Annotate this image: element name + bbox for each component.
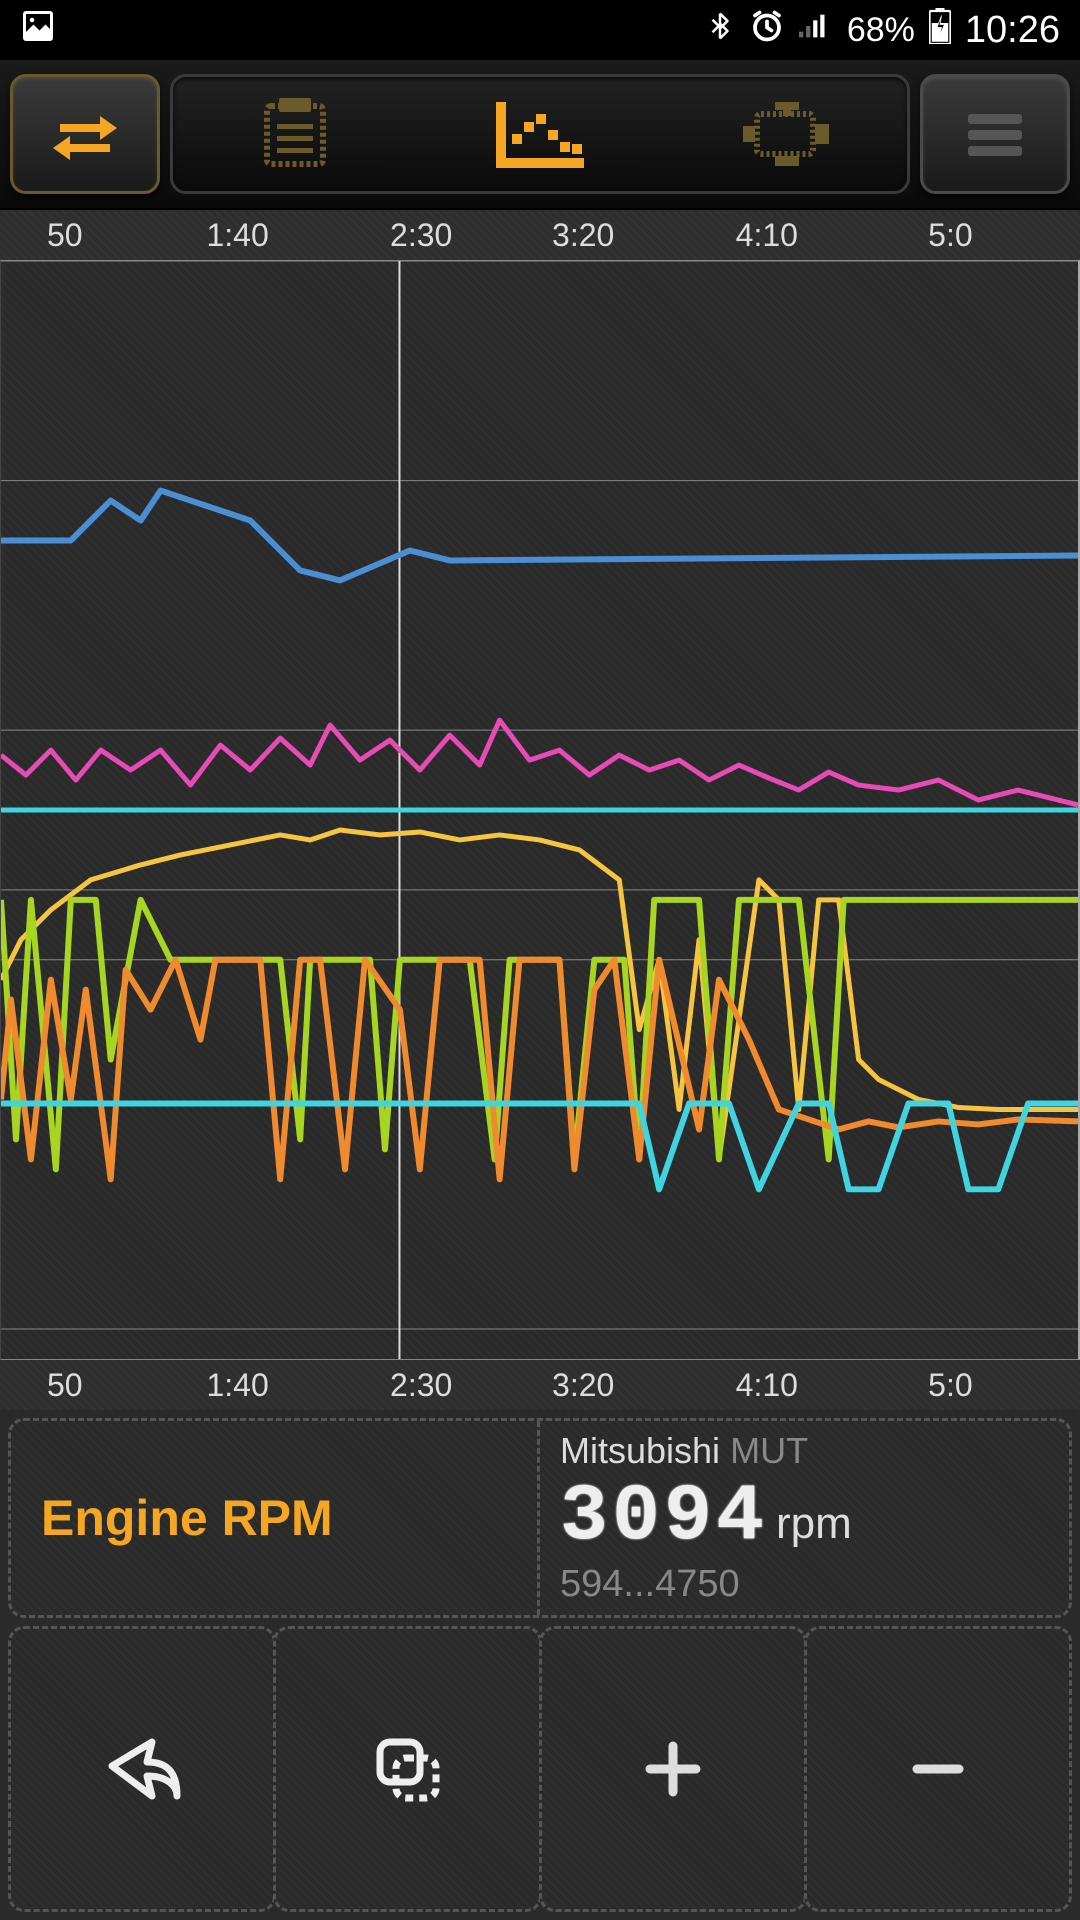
battery-charging-icon (929, 8, 951, 53)
status-bar: 68% 10:26 (0, 0, 1080, 60)
axis-tick: 3:20 (552, 217, 614, 254)
axis-bottom: 50 1:40 2:30 3:20 4:10 5:0 (0, 1360, 1080, 1410)
axis-tick: 2:30 (390, 217, 452, 254)
protocol-main: Mitsubishi (560, 1430, 720, 1471)
gallery-icon (20, 8, 56, 53)
tab-live-chart[interactable] (480, 89, 600, 179)
axis-tick: 50 (47, 217, 83, 254)
info-panel: Engine RPM Mitsubishi MUT 3094 rpm 594..… (8, 1418, 1072, 1618)
series-cyan-low (1, 1103, 1078, 1189)
alarm-icon (749, 8, 785, 53)
info-panel-right[interactable]: Mitsubishi MUT 3094 rpm 594...4750 (540, 1421, 1069, 1615)
parameter-unit: rpm (776, 1499, 852, 1549)
axis-tick: 4:10 (736, 217, 798, 254)
axis-tick: 1:40 (206, 1367, 268, 1404)
axis-tick: 3:20 (552, 1367, 614, 1404)
protocol-label: Mitsubishi MUT (560, 1430, 1049, 1472)
axis-top: 50 1:40 2:30 3:20 4:10 5:0 (0, 210, 1080, 260)
zoom-out-button[interactable] (804, 1626, 1072, 1912)
overlay-button[interactable] (273, 1626, 541, 1912)
axis-tick: 4:10 (736, 1367, 798, 1404)
signal-icon (799, 11, 833, 50)
live-chart[interactable] (0, 260, 1080, 1360)
axis-tick: 5:0 (928, 217, 972, 254)
axis-tick: 2:30 (390, 1367, 452, 1404)
series-blue (1, 491, 1078, 581)
menu-button[interactable] (920, 74, 1070, 194)
back-button[interactable] (8, 1626, 276, 1912)
swap-button[interactable] (10, 74, 160, 194)
bottom-toolbar (8, 1626, 1072, 1912)
series-orange (1, 960, 1078, 1180)
parameter-value: 3094 (560, 1472, 768, 1563)
axis-tick: 1:40 (206, 217, 268, 254)
toolbar (0, 60, 1080, 210)
tab-log-list[interactable] (235, 89, 355, 179)
parameter-label: Engine RPM (41, 1489, 333, 1547)
bluetooth-icon (705, 8, 735, 53)
parameter-range: 594...4750 (560, 1563, 1049, 1606)
series-magenta (1, 720, 1078, 805)
series-green (1, 900, 1078, 1170)
mode-tab-group (170, 74, 910, 194)
clock: 10:26 (965, 9, 1060, 52)
protocol-sub: MUT (730, 1430, 808, 1471)
tab-engine[interactable] (725, 89, 845, 179)
series-yellow-top (1, 830, 1078, 1159)
battery-pct: 68% (847, 11, 915, 50)
zoom-in-button[interactable] (539, 1626, 807, 1912)
axis-tick: 5:0 (928, 1367, 972, 1404)
info-panel-left[interactable]: Engine RPM (11, 1421, 540, 1615)
axis-tick: 50 (47, 1367, 83, 1404)
